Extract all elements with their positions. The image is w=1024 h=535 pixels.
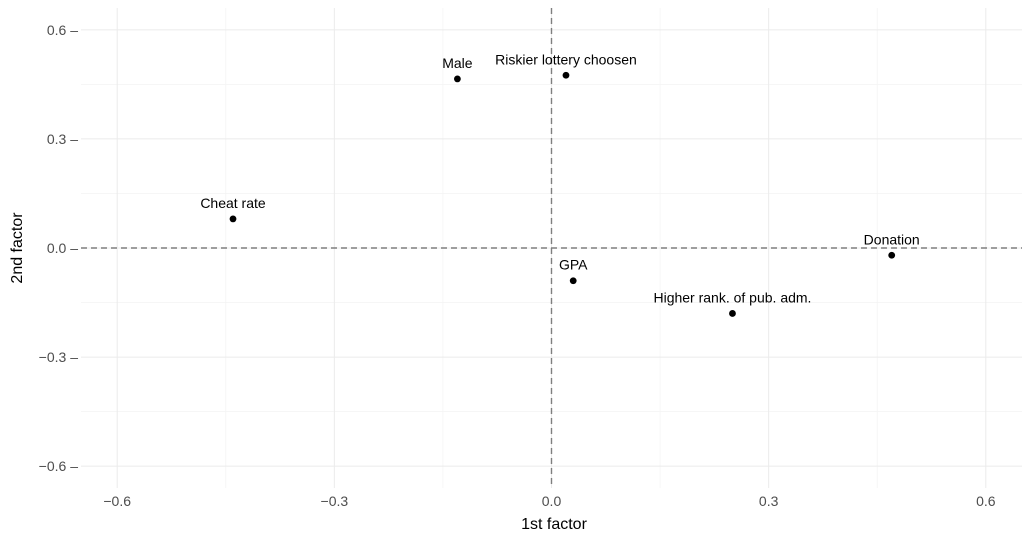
point-label: Cheat rate <box>200 195 266 211</box>
y-tick-label: 0.6 – <box>47 22 78 38</box>
data-point <box>454 75 461 83</box>
y-tick-label: −0.6 – <box>39 458 79 474</box>
x-tick-label: 0.3 <box>759 493 779 509</box>
reference-lines <box>81 8 1022 488</box>
x-axis-title: 1st factor <box>521 516 587 533</box>
x-tick-label: −0.3 <box>321 493 349 509</box>
point-label: GPA <box>559 257 588 273</box>
x-tick-label: 0.6 <box>976 493 996 509</box>
data-point <box>888 251 896 259</box>
axis-ticks: −0.6 −0.3 0.0 0.3 0.6 −0.6 – −0.3 – 0.0 – 0.3 – 0… <box>39 22 996 509</box>
x-tick-label: 0.0 <box>542 493 562 509</box>
y-tick-label: 0.3 – <box>47 131 78 147</box>
data-points: Male Riskier lottery choosen Cheat rate Don… <box>200 51 920 317</box>
x-tick-label: −0.6 <box>103 493 131 509</box>
y-tick-label: −0.3 – <box>39 349 79 365</box>
y-tick-label: 0.0 – <box>47 240 78 256</box>
point-label: Donation <box>864 231 920 247</box>
data-point <box>569 277 577 285</box>
y-axis-title: 2nd factor <box>9 212 26 284</box>
point-label: Higher rank. of pub. adm. <box>653 289 811 305</box>
data-point <box>229 215 237 223</box>
point-label: Riskier lottery choosen <box>495 51 637 67</box>
data-point <box>562 71 570 79</box>
data-point <box>729 310 736 317</box>
point-label: Male <box>442 55 473 71</box>
